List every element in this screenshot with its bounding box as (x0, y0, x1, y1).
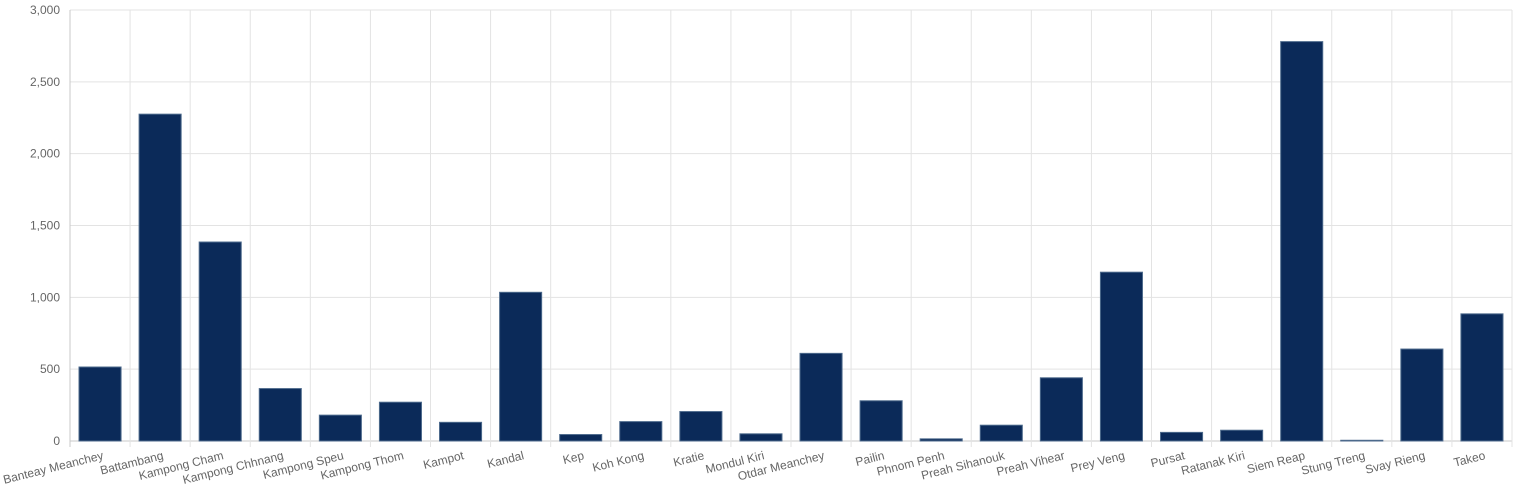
bar[interactable] (378, 401, 422, 442)
bar[interactable] (198, 241, 242, 442)
bar[interactable] (258, 388, 302, 442)
bar[interactable] (499, 291, 543, 442)
bar[interactable] (799, 352, 843, 442)
bar[interactable] (1160, 431, 1204, 442)
bar[interactable] (138, 113, 182, 442)
bar[interactable] (619, 421, 663, 442)
bar[interactable] (739, 433, 783, 442)
bar[interactable] (919, 438, 963, 442)
bar[interactable] (1280, 41, 1324, 442)
x-tick-label: Pailin (854, 448, 886, 469)
x-tick-label: Kandal (486, 448, 526, 471)
bar[interactable] (859, 400, 903, 442)
y-tick-label: 2,000 (30, 147, 60, 161)
y-tick-label: 3,000 (30, 3, 60, 17)
y-axis-ticks: 0 500 1,000 1,500 2,000 2,500 3,000 (30, 3, 60, 448)
bar[interactable] (318, 414, 362, 442)
y-tick-label: 2,500 (30, 75, 60, 89)
x-tick-label: Ratanak Kiri (1180, 448, 1247, 477)
x-tick-label: Siem Reap (1245, 448, 1306, 476)
x-tick-label: Kep (561, 448, 585, 467)
bar[interactable] (679, 411, 723, 442)
y-tick-label: 0 (53, 434, 60, 448)
y-tick-label: 1,000 (30, 290, 60, 304)
bar[interactable] (1400, 348, 1444, 442)
bar[interactable] (559, 434, 603, 442)
x-tick-label: Koh Kong (591, 448, 646, 474)
x-tick-label: Stung Treng (1300, 448, 1367, 477)
x-tick-label: Preah Vihear (995, 448, 1066, 478)
y-tick-label: 1,500 (30, 219, 60, 233)
bar[interactable] (78, 366, 122, 442)
bar[interactable] (1460, 313, 1504, 442)
x-tick-label: Takeo (1452, 448, 1487, 469)
bar[interactable] (979, 424, 1023, 442)
bar[interactable] (1340, 439, 1384, 442)
bar[interactable] (1039, 377, 1083, 442)
x-tick-label: Prey Veng (1069, 448, 1126, 475)
x-tick-label: Kratie (672, 448, 706, 469)
bar[interactable] (1220, 429, 1264, 442)
x-tick-label: Kampot (422, 448, 466, 472)
grid-layer (69, 9, 1513, 447)
bars-layer (78, 41, 1504, 442)
y-tick-label: 500 (40, 362, 60, 376)
x-tick-label: Banteay Meanchey (2, 448, 105, 486)
bar[interactable] (439, 421, 483, 442)
x-tick-label: Svay Rieng (1364, 448, 1427, 476)
bar[interactable] (1099, 271, 1143, 442)
